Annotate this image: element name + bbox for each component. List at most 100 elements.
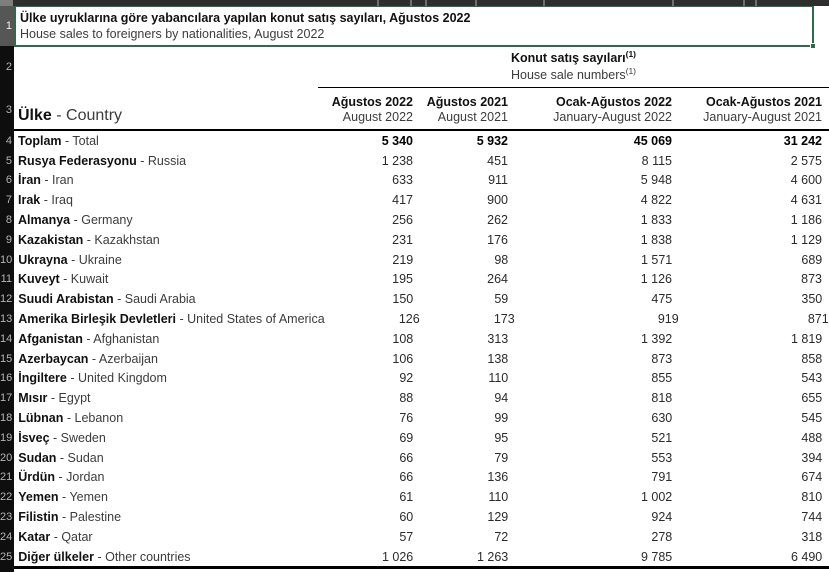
row-header-number[interactable]: 16 [0,372,13,385]
value-cell-aug-2022[interactable]: 66 [399,470,414,485]
country-cell[interactable]: Katar - Qatar [18,529,93,544]
row-header-number[interactable]: 12 [0,293,13,306]
value-cell-aug-2021[interactable]: 72 [494,529,509,544]
row-header-number[interactable]: 23 [0,511,13,524]
value-cell-aug-2022[interactable]: 57 [399,529,414,544]
value-cell-aug-2022[interactable]: 106 [392,351,414,366]
value-cell-jan-aug-2022[interactable]: 278 [651,529,673,544]
country-cell[interactable]: Lübnan - Lebanon [18,411,124,426]
value-cell-jan-aug-2021[interactable]: 655 [801,391,823,406]
country-cell[interactable]: Amerika Birleşik Devletleri - United Sta… [18,312,325,327]
value-cell-aug-2021[interactable]: 173 [493,312,515,327]
country-cell[interactable]: Irak - Iraq [18,193,73,208]
row-header-number[interactable]: 6 [5,174,12,187]
country-cell[interactable]: Ürdün - Jordan [18,470,105,485]
value-cell-jan-aug-2022[interactable]: 553 [651,450,673,465]
row-header-number[interactable]: 7 [5,194,12,207]
value-cell-aug-2022[interactable]: 5 340 [381,133,413,148]
country-cell[interactable]: İran - Iran [18,173,74,188]
country-cell[interactable]: Sudan - Sudan [18,450,104,465]
value-cell-jan-aug-2021[interactable]: 689 [801,252,823,267]
row-header-number[interactable]: 25 [0,550,13,563]
value-cell-aug-2021[interactable]: 911 [488,173,508,188]
row-header-number[interactable]: 21 [0,471,13,484]
country-cell[interactable]: Ukrayna - Ukraine [18,252,122,267]
value-cell-aug-2021[interactable]: 95 [494,430,509,445]
row-header-number[interactable]: 15 [0,352,13,365]
select-all-corner[interactable] [0,0,13,6]
value-cell-jan-aug-2021[interactable]: 31 242 [783,133,822,148]
value-cell-aug-2021[interactable]: 129 [487,510,509,525]
value-cell-aug-2022[interactable]: 108 [392,331,414,346]
country-cell[interactable]: Yemen - Yemen [18,490,108,505]
value-cell-jan-aug-2021[interactable]: 6 490 [790,549,823,564]
value-cell-jan-aug-2021[interactable]: 674 [801,470,823,485]
value-cell-jan-aug-2022[interactable]: 1 126 [640,272,672,287]
value-cell-jan-aug-2021[interactable]: 543 [801,371,823,386]
value-cell-jan-aug-2021[interactable]: 545 [801,411,823,426]
country-cell[interactable]: Filistin - Palestine [18,510,122,525]
value-cell-jan-aug-2021[interactable]: 873 [801,272,822,287]
value-cell-jan-aug-2022[interactable]: 4 822 [640,193,672,208]
row-header-number[interactable]: 17 [0,392,13,405]
row-header-number[interactable]: 24 [0,530,13,543]
value-cell-aug-2022[interactable]: 231 [392,232,413,247]
value-cell-jan-aug-2022[interactable]: 1 838 [640,232,672,247]
value-cell-aug-2021[interactable]: 98 [494,252,509,267]
value-cell-jan-aug-2022[interactable]: 8 115 [641,153,672,168]
value-cell-jan-aug-2021[interactable]: 1 819 [790,331,823,346]
column-header-aug-2022[interactable]: Ağustos 2022 August 2022 [331,95,413,124]
value-cell-aug-2022[interactable]: 66 [399,450,414,465]
value-cell-jan-aug-2022[interactable]: 521 [651,430,673,445]
value-cell-aug-2022[interactable]: 61 [399,490,414,505]
value-cell-jan-aug-2022[interactable]: 5 948 [640,173,672,188]
value-cell-aug-2021[interactable]: 110 [488,490,509,505]
country-cell[interactable]: Diğer ülkeler - Other countries [18,549,191,564]
value-cell-aug-2022[interactable]: 417 [392,193,413,208]
row-header-number[interactable]: 19 [0,431,13,444]
selection-fill-handle[interactable] [810,43,816,49]
country-column-header[interactable]: Ülke - Country [18,107,123,124]
value-cell-aug-2021[interactable]: 5 932 [476,133,508,148]
value-cell-aug-2022[interactable]: 88 [399,391,414,406]
value-cell-jan-aug-2022[interactable]: 1 392 [640,331,673,346]
value-cell-aug-2022[interactable]: 150 [392,292,414,307]
value-cell-jan-aug-2021[interactable]: 488 [801,430,823,445]
row-header-number[interactable]: 10 [0,253,13,266]
country-cell[interactable]: Suudi Arabistan - Saudi Arabia [18,292,196,307]
value-cell-aug-2021[interactable]: 99 [494,411,509,426]
column-header-aug-2021[interactable]: Ağustos 2021 August 2021 [426,95,508,124]
value-cell-jan-aug-2022[interactable]: 9 785 [640,549,673,564]
value-cell-aug-2022[interactable]: 195 [392,272,413,287]
value-cell-aug-2021[interactable]: 1 263 [476,549,509,564]
country-cell[interactable]: Mısır - Egypt [18,391,91,406]
country-cell[interactable]: Kuveyt - Kuwait [18,272,109,287]
value-cell-jan-aug-2022[interactable]: 818 [651,391,673,406]
value-cell-aug-2022[interactable]: 126 [398,312,420,327]
value-cell-jan-aug-2021[interactable]: 1 129 [790,232,822,247]
value-cell-jan-aug-2022[interactable]: 630 [651,411,673,426]
row-header-number[interactable]: 11 [0,273,12,286]
value-cell-aug-2022[interactable]: 69 [399,430,414,445]
row-header-number[interactable]: 13 [0,313,13,326]
value-cell-jan-aug-2022[interactable]: 1 002 [640,490,673,505]
row-header-number[interactable]: 14 [0,332,13,345]
value-cell-aug-2022[interactable]: 60 [399,510,414,525]
value-cell-aug-2022[interactable]: 256 [392,213,413,228]
value-cell-aug-2021[interactable]: 138 [487,351,509,366]
row-header-1[interactable]: 1 [0,6,14,46]
country-cell[interactable]: Azerbaycan - Azerbaijan [18,351,158,366]
country-cell[interactable]: İngiltere - United Kingdom [18,371,167,386]
value-cell-jan-aug-2021[interactable]: 744 [801,510,823,525]
value-cell-jan-aug-2022[interactable]: 873 [651,351,673,366]
row-header-number[interactable]: 9 [5,233,12,246]
value-cell-jan-aug-2021[interactable]: 810 [801,490,823,505]
value-cell-aug-2021[interactable]: 313 [487,331,509,346]
value-cell-jan-aug-2021[interactable]: 4 631 [790,193,822,208]
value-cell-jan-aug-2022[interactable]: 45 069 [633,133,672,148]
row-header-3[interactable]: 3 [5,103,12,116]
value-cell-aug-2022[interactable]: 1 238 [381,153,413,168]
value-cell-jan-aug-2022[interactable]: 855 [651,371,673,386]
value-cell-aug-2021[interactable]: 264 [487,272,508,287]
country-cell[interactable]: Almanya - Germany [18,213,133,228]
